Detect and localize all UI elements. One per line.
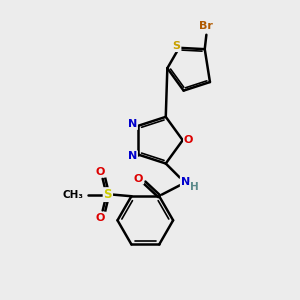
Text: O: O <box>184 135 193 145</box>
Text: O: O <box>134 174 143 184</box>
Text: S: S <box>172 41 181 51</box>
Text: Br: Br <box>200 21 213 31</box>
Text: CH₃: CH₃ <box>62 190 83 200</box>
Text: N: N <box>128 119 137 129</box>
Text: N: N <box>128 151 137 161</box>
Text: N: N <box>181 176 190 187</box>
Text: S: S <box>103 188 112 201</box>
Text: H: H <box>190 182 199 192</box>
Text: O: O <box>96 212 105 223</box>
Text: O: O <box>96 167 105 177</box>
